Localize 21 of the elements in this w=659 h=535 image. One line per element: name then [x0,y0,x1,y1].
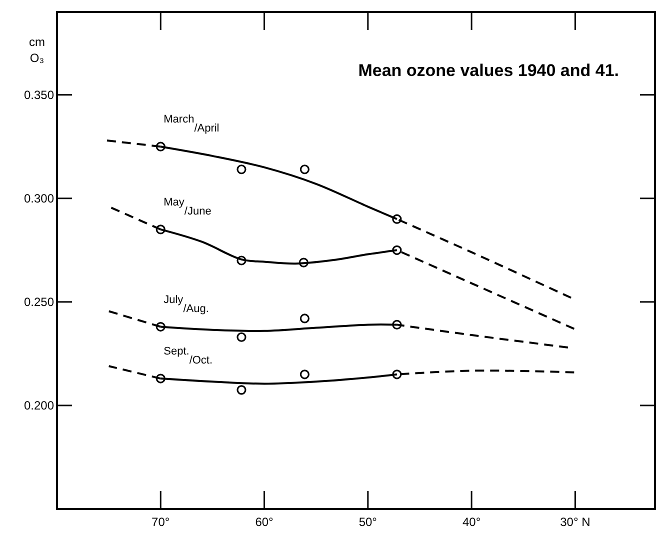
x-tick-label: 70° [152,515,170,529]
y-tick-label: 0.300 [24,192,54,206]
series-label: March/April [164,114,220,135]
x-tick-label: 30° N [560,515,590,529]
point [300,370,310,380]
x-tick-label: 60° [255,515,274,529]
series-label: Sept./Oct. [164,346,213,367]
series-label: May/June [164,196,212,218]
y-tick-label: 0.250 [24,295,54,310]
point [236,164,246,174]
y-tick-label: 0.200 [24,398,54,413]
x-tick-label: 50° [358,515,378,529]
y-tick-label: 0.350 [24,88,54,102]
series-label: July/Aug. [164,294,209,315]
y-axis-title: cm O₃ [29,35,45,65]
point [236,385,246,395]
text: Mean ozone values 1940 and 41. [358,61,619,80]
x-tick-label: 40° [462,515,481,529]
point [236,332,246,342]
point [300,164,310,174]
point [300,314,310,324]
